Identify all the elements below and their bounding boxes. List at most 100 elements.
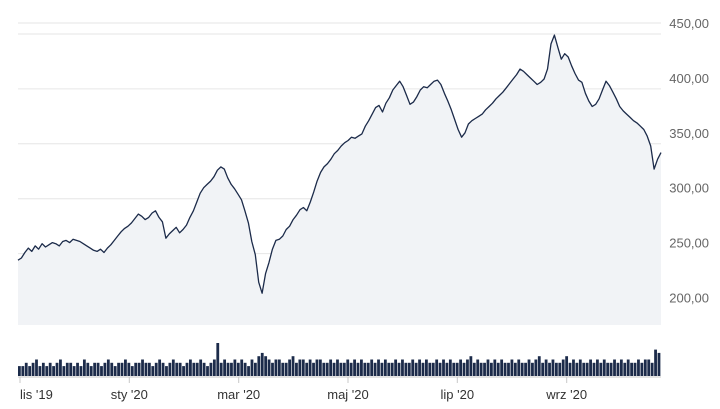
volume-bars (18, 343, 661, 376)
volume-bar (312, 362, 315, 376)
volume-bar (602, 359, 606, 376)
volume-bar (650, 362, 654, 376)
volume-bar (339, 362, 343, 376)
x-tick-label: lip '20 (441, 387, 475, 402)
volume-bar (349, 362, 353, 376)
volume-bar (479, 362, 483, 376)
volume-bar (106, 359, 110, 376)
volume-bar (572, 359, 575, 376)
volume-bar (223, 359, 227, 376)
volume-bar (219, 362, 223, 376)
volume-bar (585, 362, 589, 376)
volume-bar (496, 362, 500, 376)
volume-bar (137, 362, 141, 376)
volume-bar (55, 362, 59, 376)
volume-bar (288, 359, 291, 376)
volume-bar (346, 359, 350, 376)
volume-bar (363, 362, 367, 376)
volume-bar (230, 362, 233, 376)
price-area (18, 35, 661, 325)
volume-bar (171, 359, 175, 376)
volume-bar (507, 362, 510, 376)
volume-bar (189, 359, 192, 376)
volume-bar (110, 362, 114, 376)
volume-bar (544, 359, 548, 376)
volume-bar (575, 362, 579, 376)
volume-bar (86, 362, 90, 376)
volume-bar (657, 352, 661, 376)
volume-bar (315, 359, 319, 376)
volume-bar (561, 359, 565, 376)
volume-bar (100, 366, 103, 376)
volume-bar (452, 362, 456, 376)
volume-bar (404, 362, 408, 376)
volume-bar (486, 359, 490, 376)
y-tick-label: 350,00 (669, 126, 709, 141)
volume-bar (199, 359, 203, 376)
volume-bar (373, 362, 377, 376)
volume-bar (24, 362, 28, 376)
volume-bar (606, 362, 610, 376)
volume-bar (613, 359, 616, 376)
volume-bar (52, 366, 55, 376)
volume-bar (616, 362, 620, 376)
y-tick-label: 200,00 (669, 291, 709, 306)
volume-bar (356, 362, 360, 376)
volume-bar (301, 359, 305, 376)
volume-bar (35, 359, 38, 376)
volume-bar (425, 359, 428, 376)
volume-bar (435, 359, 439, 376)
volume-bar (554, 362, 558, 376)
volume-bar (630, 362, 634, 376)
volume-bar (421, 362, 425, 376)
volume-bar (390, 362, 394, 376)
volume-bar (76, 362, 79, 376)
volume-bar (377, 359, 380, 376)
volume-bar (322, 362, 326, 376)
volume-bar (353, 359, 356, 376)
y-tick-label: 300,00 (669, 181, 709, 196)
volume-bar (578, 359, 582, 376)
volume-bar (455, 362, 459, 376)
volume-bar (647, 359, 651, 376)
volume-bar (527, 359, 531, 376)
volume-bar (277, 359, 281, 376)
volume-bar (185, 362, 189, 376)
volume-bar (93, 362, 97, 376)
volume-bar (209, 362, 213, 376)
volume-bar (281, 362, 285, 376)
volume-bar (298, 359, 302, 376)
volume-bar (418, 359, 421, 376)
volume-bar (144, 362, 148, 376)
volume-bar (431, 362, 435, 376)
y-tick-label: 450,00 (669, 16, 709, 31)
volume-bar (62, 366, 66, 376)
x-axis-tick-labels: lis '19 sty '20 mar '20 maj '20 lip '20 wrz '… (19, 377, 587, 402)
volume-bar (240, 359, 244, 376)
volume-bar (175, 362, 179, 376)
volume-bar (531, 362, 534, 376)
volume-bar (599, 362, 603, 376)
volume-bar (192, 362, 196, 376)
volume-bar (493, 359, 497, 376)
volume-bar (541, 362, 545, 376)
volume-bar (212, 359, 216, 376)
volume-bar (401, 359, 404, 376)
volume-bar (428, 362, 432, 376)
volume-bar (236, 362, 240, 376)
y-tick-label: 400,00 (669, 71, 709, 86)
volume-bar (264, 356, 268, 376)
volume-bar (380, 362, 384, 376)
volume-bar (31, 362, 35, 376)
volume-bar (360, 359, 363, 376)
volume-bar (558, 362, 562, 376)
volume-bar (513, 362, 517, 376)
volume-bar (520, 362, 524, 376)
volume-bar (308, 359, 312, 376)
volume-bar (271, 362, 274, 376)
volume-bar (503, 362, 507, 376)
volume-bar (469, 356, 473, 376)
x-tick-label: maj '20 (327, 387, 369, 402)
